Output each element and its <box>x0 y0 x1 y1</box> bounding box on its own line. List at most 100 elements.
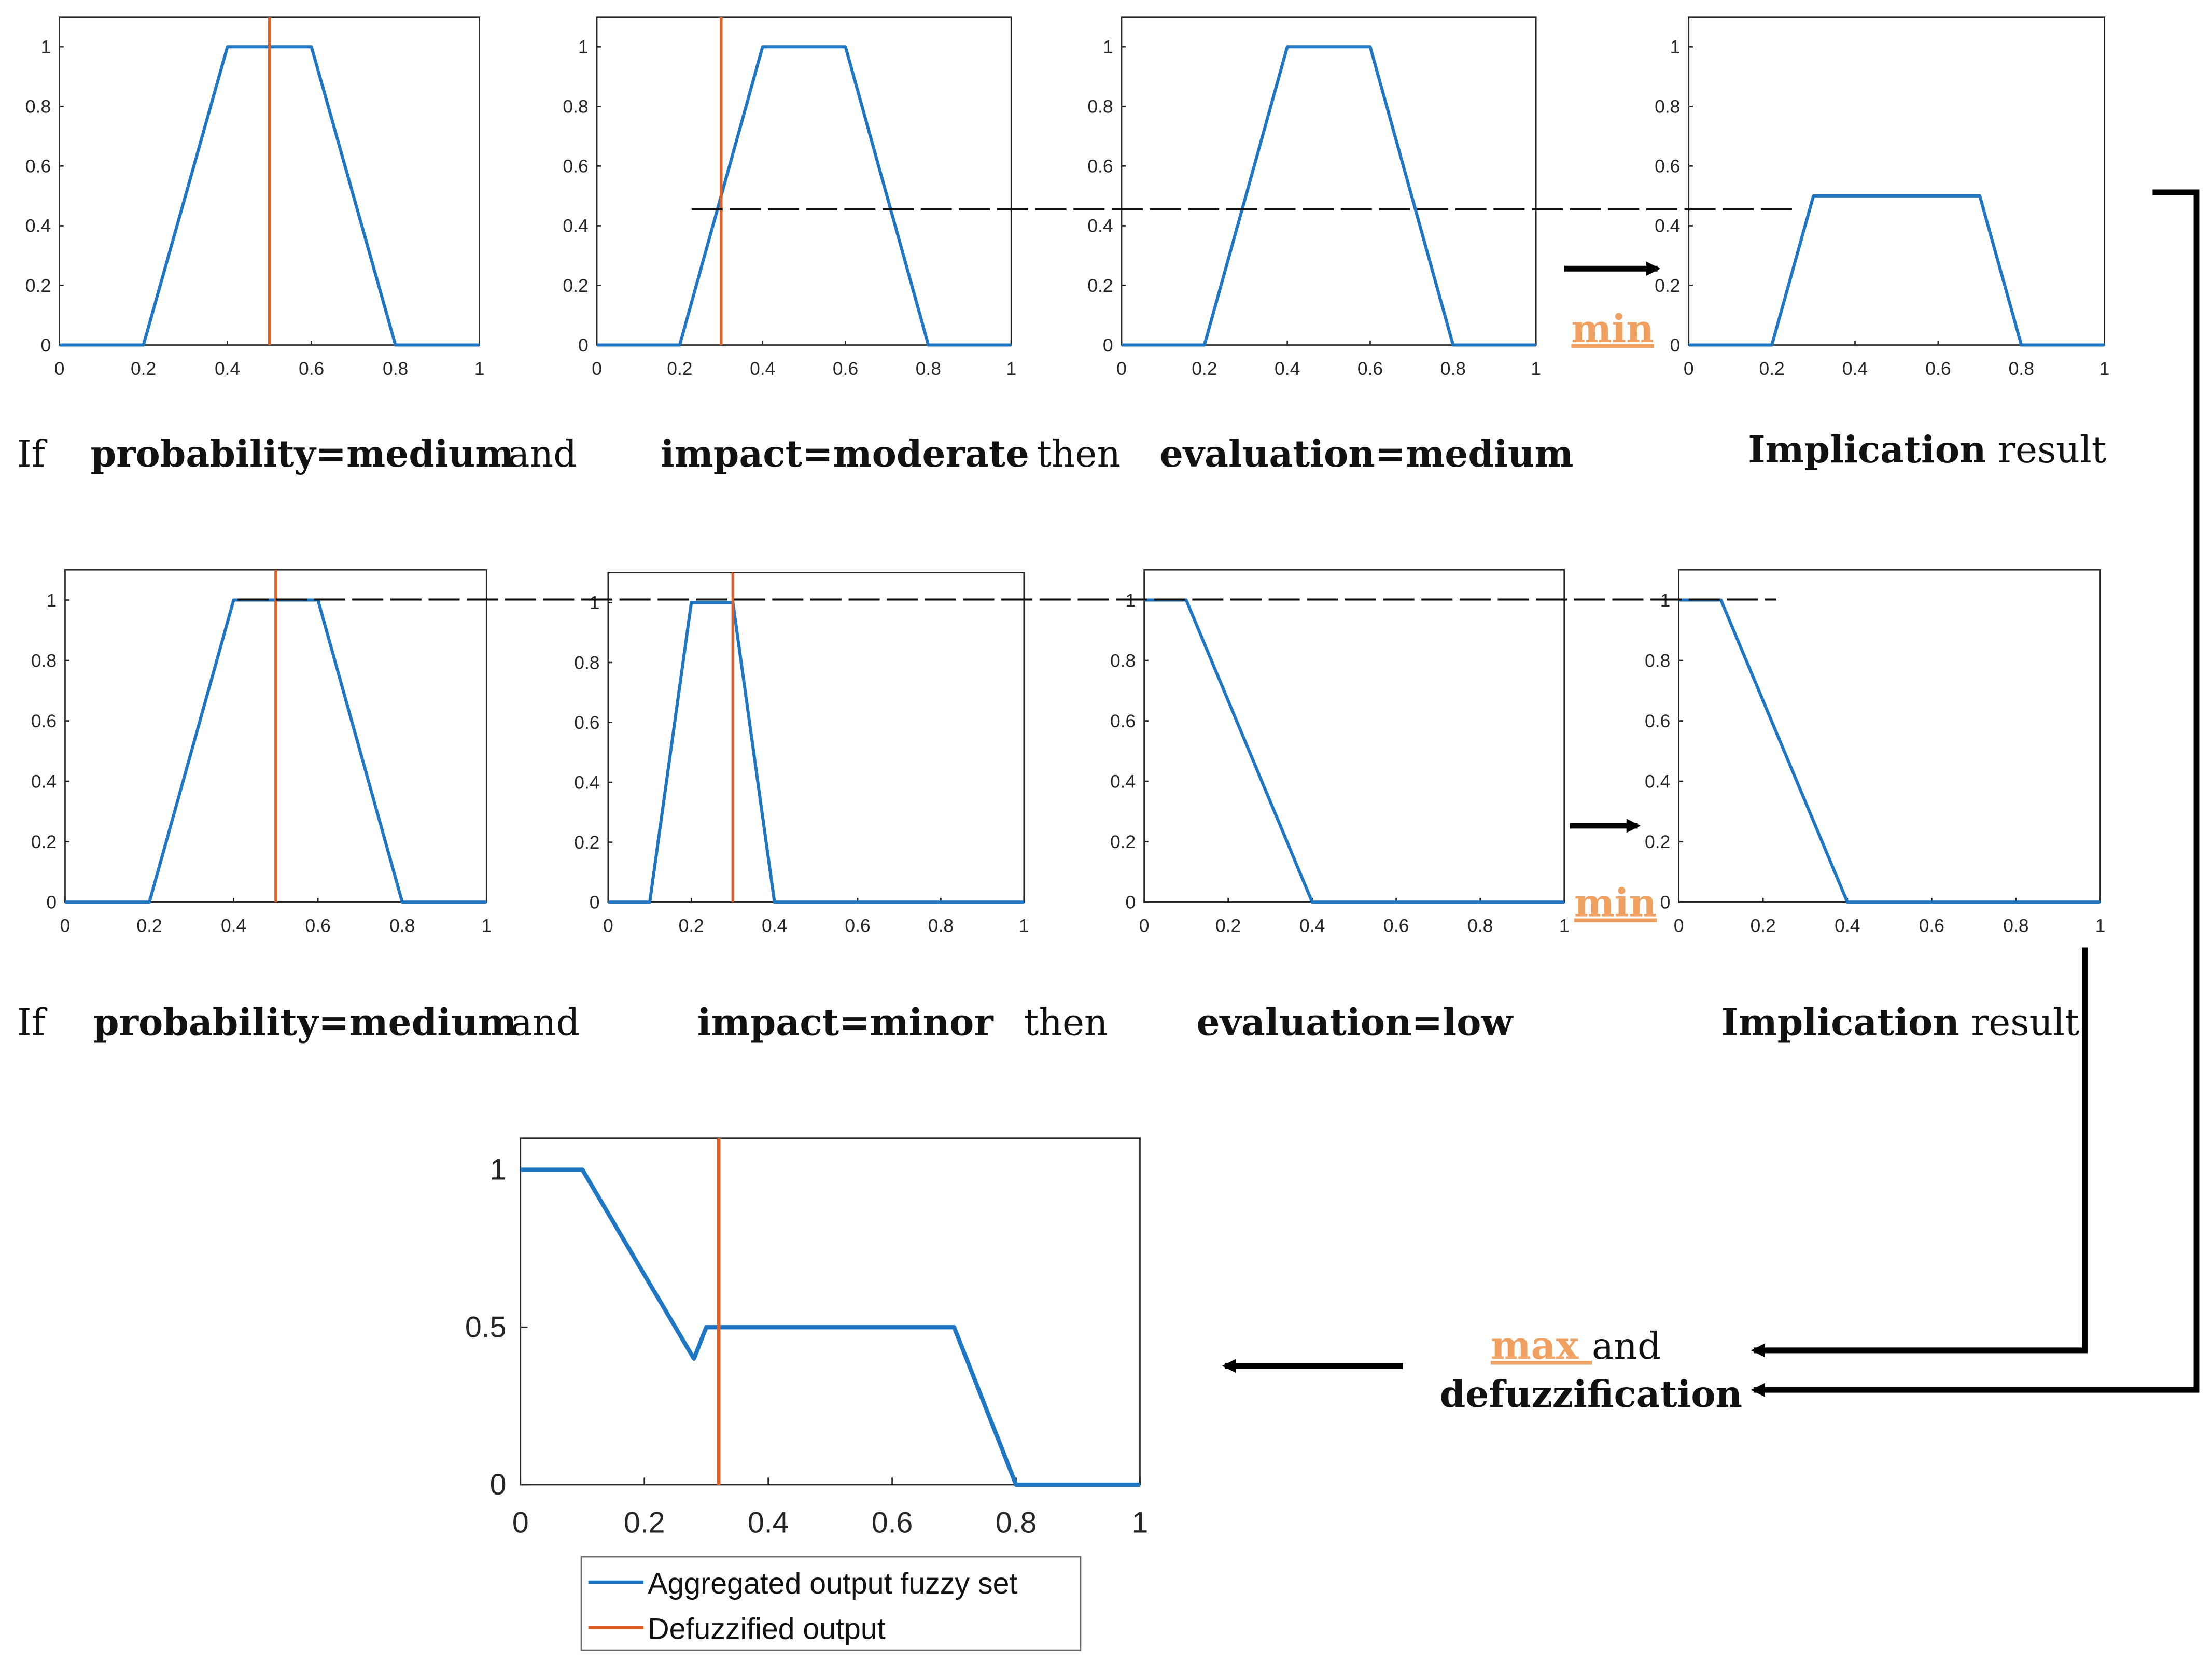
x-tick-label: 0.8 <box>383 358 408 379</box>
y-tick-label: 0.8 <box>31 650 57 671</box>
y-tick-label: 0.6 <box>1645 711 1670 731</box>
x-tick-label: 0.8 <box>1467 915 1493 936</box>
aggregation-max-label: max and <box>1491 1323 1661 1368</box>
y-tick-label: 0.2 <box>563 275 588 296</box>
x-tick-label: 0 <box>592 358 602 379</box>
legend: Aggregated output fuzzy set Defuzzified … <box>580 1556 1082 1651</box>
y-tick-label: 0 <box>590 892 600 912</box>
axes-box <box>1688 16 2106 346</box>
x-tick-label: 0.2 <box>667 358 692 379</box>
x-tick-label: 0.4 <box>215 358 240 379</box>
y-tick-label: 0 <box>1670 335 1681 356</box>
x-tick-label: 0 <box>1674 915 1684 936</box>
rule2-implication-label: Implication result <box>1721 1000 2079 1044</box>
y-tick-label: 1 <box>1103 37 1113 58</box>
y-tick-label: 0 <box>1103 335 1113 356</box>
x-tick-label: 0 <box>1139 915 1150 936</box>
x-tick-label: 0.6 <box>1383 915 1409 936</box>
membership-curve <box>520 1167 1140 1487</box>
x-tick-label: 0.6 <box>833 358 858 379</box>
rule1-implication-label: Implication result <box>1748 428 2106 471</box>
x-tick-label: 0.8 <box>2003 915 2028 936</box>
y-tick-label: 0.4 <box>31 771 57 792</box>
y-tick-label: 0.8 <box>1655 96 1680 117</box>
legend-defuzzified-label: Defuzzified output <box>648 1612 885 1645</box>
x-tick-label: 0.2 <box>624 1506 665 1540</box>
y-tick-label: 0.6 <box>1655 156 1680 177</box>
y-tick-label: 0.5 <box>465 1310 507 1344</box>
x-tick-label: 0.6 <box>1357 358 1383 379</box>
axes-box <box>1121 16 1537 346</box>
y-tick-label: 0.6 <box>1110 711 1136 731</box>
plot-aggregated-output: 0 0.2 0.4 0.6 0.8 1 0 0.5 1 <box>465 1137 1148 1540</box>
y-tick-label: 0.8 <box>1110 650 1136 671</box>
min-operator-rule1: min <box>1571 307 1654 351</box>
y-tick-label: 0 <box>1660 892 1671 912</box>
x-tick-label: 0.2 <box>1759 358 1785 379</box>
y-tick-label: 1 <box>578 37 589 58</box>
x-tick-label: 0.4 <box>1835 915 1860 936</box>
y-tick-label: 0.2 <box>1645 832 1670 852</box>
x-tick-label: 0 <box>60 915 71 936</box>
membership-curve <box>597 45 1012 347</box>
x-tick-label: 0.4 <box>748 1506 789 1540</box>
rule2-antecedent-impact: impact=minor <box>697 1000 995 1044</box>
x-tick-label: 0.2 <box>679 915 704 936</box>
y-tick-label: 0.2 <box>1087 275 1113 296</box>
y-tick-label: 0 <box>578 335 589 356</box>
x-tick-label: 0.4 <box>1275 358 1300 379</box>
x-tick-label: 0.6 <box>845 915 870 936</box>
x-tick-label: 1 <box>474 358 485 379</box>
y-tick-label: 0.2 <box>25 275 51 296</box>
min-operator-rule2: min <box>1574 881 1657 925</box>
y-tick-label: 0.8 <box>574 652 599 673</box>
x-tick-label: 0.8 <box>928 915 954 936</box>
x-tick-label: 0.2 <box>131 358 156 379</box>
x-tick-label: 0.4 <box>762 915 787 936</box>
x-tick-label: 0.8 <box>389 915 415 936</box>
y-tick-label: 0.4 <box>25 216 51 236</box>
x-tick-label: 0.8 <box>2009 358 2034 379</box>
plot-r1-implication: 0 0.2 0.4 0.6 0.8 1 0 0.2 0.4 0.6 0.8 1 <box>1655 16 2110 379</box>
rule1-antecedent-impact: impact=moderate <box>661 432 1029 475</box>
x-tick-label: 0.4 <box>221 915 246 936</box>
legend-box <box>580 1556 1082 1651</box>
membership-curve <box>1121 45 1536 347</box>
rule1-antecedent-probability: probability=medium <box>91 432 514 475</box>
y-tick-label: 0.4 <box>574 772 599 793</box>
y-tick-label: 0.8 <box>25 96 51 117</box>
y-tick-label: 0.2 <box>574 832 599 853</box>
x-tick-label: 0 <box>603 915 613 936</box>
y-tick-label: 0.8 <box>1645 650 1670 671</box>
y-tick-label: 0.4 <box>1645 771 1670 792</box>
axes-box <box>596 16 1012 346</box>
rule2-consequent: evaluation=low <box>1197 1000 1514 1044</box>
rule1-consequent: evaluation=medium <box>1160 432 1574 475</box>
y-tick-label: 0.4 <box>1655 216 1680 236</box>
y-tick-label: 0.6 <box>25 156 51 177</box>
x-tick-label: 0.2 <box>136 915 162 936</box>
rule1-if: If <box>17 432 48 475</box>
y-tick-label: 0.8 <box>563 96 588 117</box>
x-tick-label: 1 <box>2099 358 2110 379</box>
axes-box <box>1143 569 1565 903</box>
plot-r1-evaluation: 0 0.2 0.4 0.6 0.8 1 0 0.2 0.4 0.6 0.8 1 <box>1087 16 1541 379</box>
x-tick-label: 0.6 <box>872 1506 913 1540</box>
y-tick-label: 0.6 <box>31 711 57 731</box>
y-tick-label: 1 <box>46 590 57 611</box>
x-tick-label: 1 <box>1019 915 1029 936</box>
x-tick-label: 1 <box>481 915 492 936</box>
y-tick-label: 1 <box>590 593 600 613</box>
rule2-and: and <box>511 1001 580 1044</box>
aggregation-defuzzification-label: defuzzification <box>1440 1372 1742 1416</box>
x-tick-label: 0.8 <box>916 358 941 379</box>
x-tick-label: 0.4 <box>750 358 775 379</box>
x-tick-label: 0 <box>54 358 65 379</box>
y-tick-label: 0.2 <box>1655 275 1680 296</box>
y-tick-label: 0.4 <box>1110 771 1136 792</box>
y-tick-label: 0 <box>1126 892 1136 912</box>
